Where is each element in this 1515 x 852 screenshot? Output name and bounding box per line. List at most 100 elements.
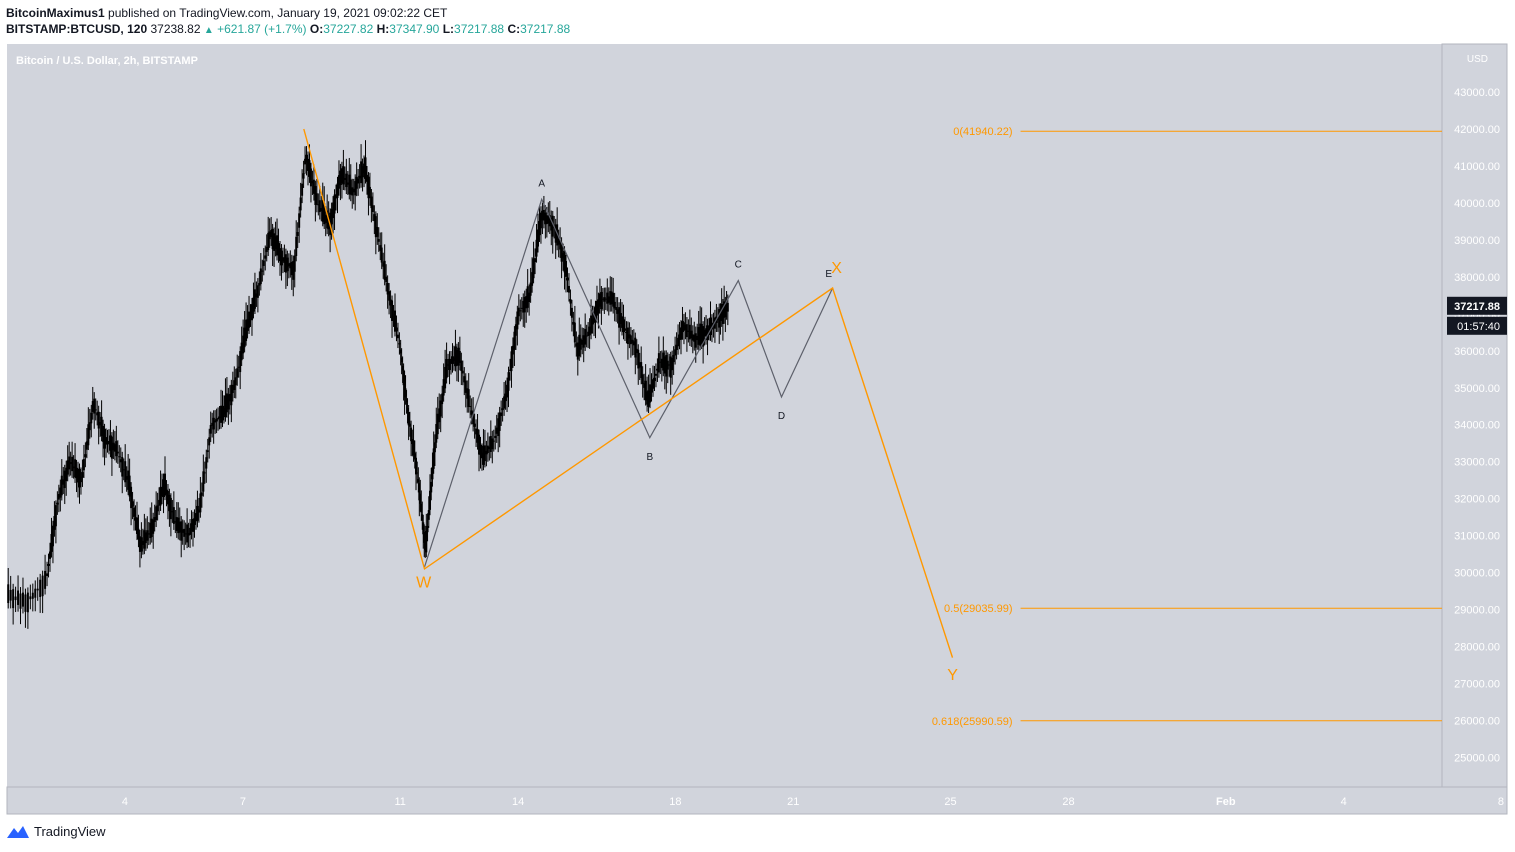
candle-body: [396, 334, 399, 339]
candle-body: [105, 437, 108, 445]
candle-body: [298, 213, 301, 228]
wave-label: Y: [947, 667, 958, 684]
candle-body: [507, 372, 510, 391]
candle-body: [9, 589, 12, 601]
candle-body: [572, 321, 575, 325]
candle-body: [346, 182, 349, 185]
candle-body: [503, 396, 506, 409]
y-tick-label: 26000.00: [1454, 715, 1500, 727]
y-tick-label: 35000.00: [1454, 383, 1500, 395]
candle-body: [488, 446, 491, 449]
candle-body: [199, 493, 202, 513]
candle-body: [287, 263, 290, 267]
last-price-tag: [1447, 296, 1507, 315]
y-tick-label: 36000.00: [1454, 346, 1500, 358]
candle-body: [355, 176, 358, 189]
candle-body: [525, 296, 528, 309]
candle-body: [579, 338, 582, 350]
candle-body: [246, 319, 249, 331]
candle-body: [603, 297, 606, 302]
candle-body: [31, 592, 34, 599]
candle-body: [582, 335, 585, 348]
candle-body: [360, 161, 363, 184]
candle-body: [724, 303, 727, 318]
candle-body: [531, 272, 534, 286]
candle-body: [643, 383, 646, 388]
candle-body: [203, 472, 206, 474]
candle-body: [196, 505, 199, 521]
candle-body: [431, 466, 434, 480]
tradingview-branding[interactable]: TradingView: [6, 824, 106, 839]
candle-body: [318, 200, 321, 213]
candle-body: [535, 239, 538, 257]
candle-body: [340, 168, 343, 184]
candle-body: [452, 357, 455, 361]
author-name[interactable]: BitcoinMaximus1: [6, 6, 105, 20]
x-tick-label: 14: [512, 796, 524, 808]
candle-body: [72, 466, 75, 469]
last-price-text: 37217.88: [1454, 301, 1500, 313]
candle-body: [672, 355, 675, 363]
candle-body: [411, 439, 414, 445]
candle-body: [165, 489, 168, 495]
candle-body: [401, 365, 404, 371]
candle-body: [138, 536, 141, 552]
candle-body: [479, 444, 482, 455]
wave-label: C: [735, 260, 742, 271]
candle-body: [109, 435, 112, 451]
low-value: 37217.88: [454, 22, 505, 36]
countdown-text: 01:57:40: [1457, 321, 1500, 333]
candle-body: [60, 475, 63, 496]
candle-body: [538, 221, 541, 236]
candle-body: [75, 467, 78, 479]
candle-body: [137, 528, 140, 540]
candle-body: [236, 368, 239, 378]
candle-body: [460, 360, 463, 372]
candle-body: [653, 377, 656, 382]
candle-body: [239, 351, 242, 373]
candle-body: [690, 330, 693, 339]
candle-body: [193, 518, 196, 525]
candle-body: [265, 246, 268, 253]
candle-body: [475, 428, 478, 435]
chart-title: Bitcoin / U.S. Dollar, 2h, BITSTAMP: [16, 55, 198, 67]
candle-body: [600, 291, 603, 309]
candle-body: [559, 240, 562, 250]
candle-body: [687, 330, 690, 332]
candle-body: [271, 228, 274, 250]
wave-label: W: [416, 574, 432, 591]
candle-body: [225, 393, 228, 413]
candle-body: [302, 173, 305, 179]
candle-body: [649, 384, 652, 403]
published-text: published on TradingView.com, January 19…: [108, 6, 448, 20]
candle-body: [84, 454, 87, 458]
candle-body: [74, 459, 77, 478]
candle-body: [410, 427, 413, 442]
candle-body: [466, 388, 469, 399]
candle-body: [314, 186, 317, 205]
candle-body: [307, 158, 310, 171]
candle-body: [100, 416, 103, 436]
candle-body: [545, 215, 548, 225]
candle-body: [184, 533, 187, 535]
candle-body: [386, 282, 389, 295]
candle-body: [616, 309, 619, 314]
y-tick-label: 41000.00: [1454, 161, 1500, 173]
candle-body: [420, 503, 423, 513]
candle-body: [625, 331, 628, 333]
candle-body: [392, 315, 395, 317]
candle-body: [560, 242, 563, 262]
candle-body: [335, 194, 338, 199]
candle-body: [112, 442, 115, 451]
x-tick-label: 21: [787, 796, 799, 808]
candle-body: [336, 183, 339, 198]
candle-body: [374, 216, 377, 238]
candle-body: [248, 311, 251, 328]
candle-body: [46, 573, 49, 576]
high-value: 37347.90: [389, 22, 440, 36]
candle-body: [609, 291, 612, 305]
candle-body: [403, 375, 406, 398]
wave-label: A: [538, 178, 545, 189]
price-axis: [1441, 43, 1508, 788]
